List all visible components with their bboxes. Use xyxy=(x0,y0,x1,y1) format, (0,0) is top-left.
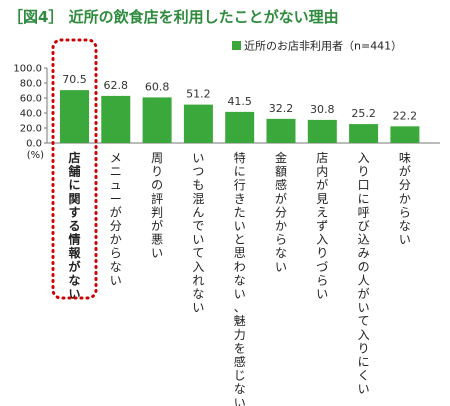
bar-value-label: 70.5 xyxy=(62,73,87,86)
bar xyxy=(142,97,172,143)
bar xyxy=(60,90,89,143)
bar xyxy=(266,118,296,143)
bar-value-label: 30.8 xyxy=(310,103,335,116)
y-tick-label: 100.0 xyxy=(13,64,42,75)
bar xyxy=(390,126,420,143)
legend-label: 近所のお店非利用者（n=441） xyxy=(244,39,402,53)
y-tick-label: 40.0 xyxy=(20,109,42,120)
category-label: 店内が見えず入りづらい xyxy=(316,151,328,301)
y-axis-unit: (%) xyxy=(27,150,44,161)
category-label: 店舗に関する情報がない xyxy=(67,150,81,301)
category-label: 入り口に呼び込みの人がいて入りにくい xyxy=(358,151,370,396)
category-label: メニューが分からない xyxy=(110,151,122,287)
bars: 70.5 62.8 60.8 51.2 41.5 32.2 30.8 25.2 22.2 xyxy=(60,73,420,143)
bar-value-label: 22.2 xyxy=(393,109,418,122)
bar-value-label: 51.2 xyxy=(186,88,211,101)
category-label: 金額感が分からない xyxy=(275,150,287,274)
category-label: 特に行きたいと思わない、魅力を感じない xyxy=(234,150,246,406)
y-tick-label: 20.0 xyxy=(20,124,42,135)
y-tick-label: 0.0 xyxy=(26,139,42,150)
bar-value-label: 41.5 xyxy=(227,95,252,108)
bar xyxy=(349,124,379,143)
legend-swatch xyxy=(232,41,241,50)
bar xyxy=(101,95,131,143)
y-tick-label: 80.0 xyxy=(20,79,42,90)
bar-value-label: 60.8 xyxy=(145,80,170,93)
bar-value-label: 32.2 xyxy=(269,102,294,115)
bar xyxy=(183,104,213,143)
bar-value-label: 62.8 xyxy=(104,79,129,92)
category-label: 味が分からない xyxy=(399,151,411,247)
highlight-outline xyxy=(51,38,98,300)
chart-title: ［図4］ 近所の飲食店を利用したことがない理由 xyxy=(8,8,339,26)
bar-value-label: 25.2 xyxy=(351,107,376,120)
highlight-group xyxy=(51,38,98,300)
bar xyxy=(307,119,337,143)
category-labels: 店舗に関する情報がない メニューが分からない 周りの評判が悪い いつも混んでいて入れな… xyxy=(67,150,410,406)
category-label: 周りの評判が悪い xyxy=(151,151,163,260)
bar xyxy=(225,111,255,143)
legend: 近所のお店非利用者（n=441） xyxy=(232,39,402,53)
category-label: いつも混んでいて入れない xyxy=(192,151,204,315)
y-tick-label: 60.0 xyxy=(20,94,42,105)
